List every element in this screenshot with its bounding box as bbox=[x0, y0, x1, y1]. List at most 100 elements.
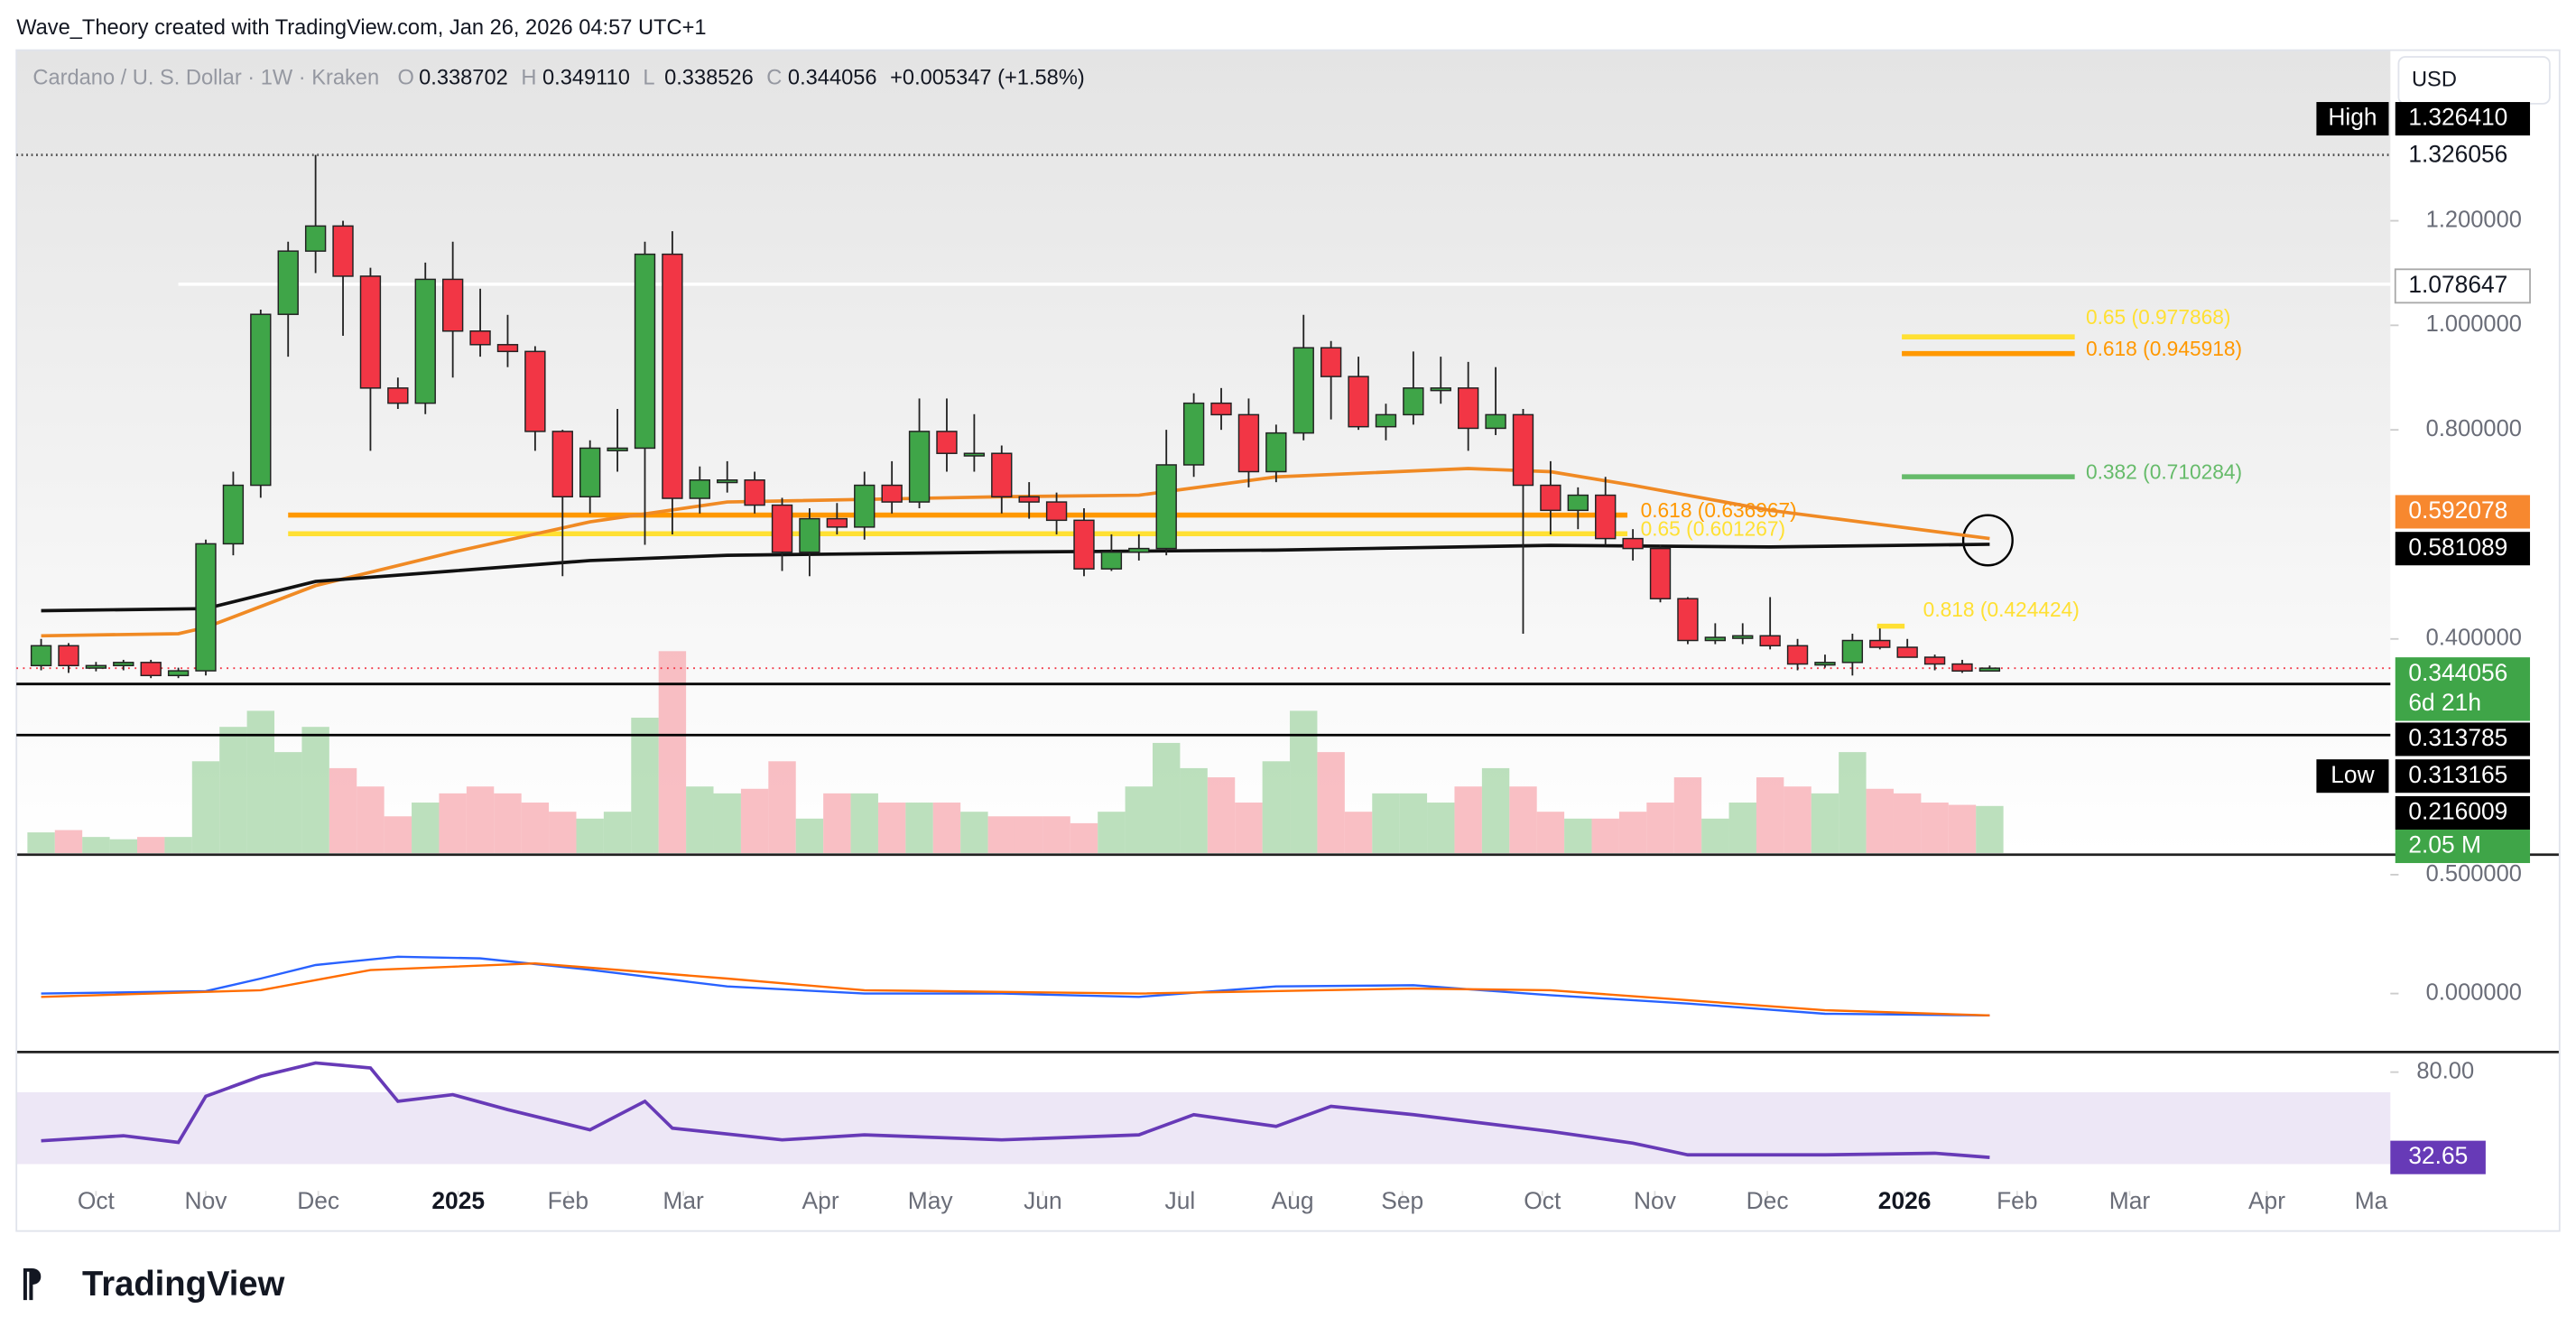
volume-bar bbox=[1344, 812, 1373, 853]
volume-bar bbox=[1536, 812, 1565, 853]
credit: Wave_Theory created with TradingView.com… bbox=[16, 15, 706, 40]
x-tick-label: Jul bbox=[1165, 1187, 1196, 1214]
volume-bar bbox=[521, 803, 550, 853]
logo-mark: ⁋ bbox=[20, 1262, 42, 1304]
candle-body bbox=[496, 344, 519, 353]
currency[interactable]: USD bbox=[2412, 67, 2457, 91]
price-badge-value: 1.326056 bbox=[2408, 140, 2507, 167]
price-badge bbox=[2395, 102, 2531, 136]
candle-body bbox=[881, 484, 903, 503]
price-badge-tag-label: Low bbox=[2330, 761, 2375, 788]
candle-body bbox=[1128, 547, 1150, 553]
volume-bar bbox=[1235, 803, 1263, 853]
volume-bar bbox=[1098, 812, 1126, 853]
logo: TradingView bbox=[82, 1265, 285, 1304]
candle-body bbox=[1403, 387, 1424, 416]
volume-bar bbox=[54, 830, 83, 853]
price-badge-value: 0.581089 bbox=[2408, 534, 2507, 561]
volume-bar bbox=[549, 812, 577, 853]
volume-bar bbox=[1015, 816, 1043, 853]
ohlc-key: O bbox=[397, 65, 413, 89]
fib-label: 0.382 (0.710284) bbox=[2086, 459, 2242, 483]
price-badge-value: 0.592078 bbox=[2408, 497, 2507, 524]
volume-bar bbox=[1180, 767, 1208, 853]
candle-body bbox=[579, 447, 601, 498]
x-tick-label: Dec bbox=[1747, 1187, 1789, 1214]
volume-bar bbox=[1728, 803, 1756, 853]
volume-bar bbox=[466, 786, 495, 853]
price-badge-value: 2.05 M bbox=[2408, 831, 2481, 858]
x-tick-label: Dec bbox=[297, 1187, 339, 1214]
x-tick-label: Oct bbox=[78, 1187, 116, 1214]
candle-body bbox=[1923, 656, 1946, 665]
candle-body bbox=[771, 504, 793, 553]
candle-body bbox=[551, 431, 573, 498]
candle-body bbox=[113, 662, 134, 667]
volume-bar bbox=[1866, 788, 1894, 853]
candle-body bbox=[1841, 639, 1864, 664]
candle-body bbox=[1677, 598, 1699, 642]
ohlc-value: 0.349110 bbox=[542, 65, 630, 89]
candle-body bbox=[1485, 413, 1506, 430]
x-tick-label: Mar bbox=[663, 1187, 704, 1214]
volume-bar bbox=[1454, 786, 1482, 853]
candle-body bbox=[1100, 551, 1123, 570]
candle-body bbox=[744, 479, 765, 506]
candle-body bbox=[1951, 663, 1973, 672]
y-tick-label: 0.400000 bbox=[2426, 625, 2522, 650]
volume-bar bbox=[164, 837, 192, 853]
volume-bar bbox=[1153, 742, 1181, 853]
candle-body bbox=[799, 517, 820, 553]
ohlc-key: L bbox=[643, 65, 654, 89]
candle-body bbox=[1430, 387, 1451, 392]
volume-bar bbox=[768, 761, 796, 853]
volume-bar bbox=[1070, 822, 1098, 853]
macd-tick-label: 0.000000 bbox=[2426, 979, 2522, 1005]
volume-bar bbox=[932, 803, 961, 853]
candle-body bbox=[1237, 413, 1260, 473]
symbol: Cardano / U. S. Dollar · 1W · Kraken bbox=[32, 65, 379, 89]
change: +0.005347 (+1.58%) bbox=[890, 65, 1085, 89]
candle-body bbox=[1155, 464, 1177, 550]
candle-body bbox=[1704, 636, 1727, 642]
volume-bar bbox=[82, 837, 110, 853]
volume-bar bbox=[1317, 752, 1345, 853]
ohlc-key: H bbox=[521, 65, 536, 89]
candle-body bbox=[1265, 432, 1287, 473]
rsi-line bbox=[41, 1061, 1990, 1160]
volume-bar bbox=[301, 727, 329, 853]
candle-body bbox=[717, 479, 738, 484]
rsi-badge-label: 32.65 bbox=[2408, 1142, 2468, 1169]
candle-body bbox=[634, 253, 656, 450]
price-badge-tag-label: High bbox=[2328, 103, 2377, 130]
candle-body bbox=[304, 225, 327, 252]
volume-bar bbox=[658, 651, 687, 853]
price-badge-tag bbox=[2316, 102, 2389, 136]
volume-bar bbox=[686, 786, 714, 853]
volume-bar bbox=[1207, 777, 1236, 853]
volume-bar bbox=[713, 793, 741, 853]
ohlc-value: 0.344056 bbox=[788, 65, 877, 89]
volume-bar bbox=[1372, 793, 1400, 853]
price-badge bbox=[2395, 829, 2531, 864]
volume-bar bbox=[1921, 803, 1949, 853]
volume-bar bbox=[1564, 818, 1592, 853]
volume-bar bbox=[274, 752, 302, 853]
candle-body bbox=[1458, 387, 1479, 430]
circle-marker bbox=[1961, 514, 2014, 567]
volume-bar bbox=[1811, 793, 1839, 853]
volume-bar bbox=[412, 803, 440, 853]
candle-body bbox=[1786, 645, 1809, 665]
candle-body bbox=[1649, 547, 1672, 599]
ohlc-value: 0.338702 bbox=[419, 65, 508, 89]
macd-line bbox=[41, 961, 1990, 1017]
candle-body bbox=[908, 431, 931, 503]
ohlc-value: 0.338526 bbox=[664, 65, 754, 89]
candle-body bbox=[250, 313, 272, 487]
x-tick-label: Nov bbox=[185, 1187, 228, 1214]
volume-bar bbox=[109, 839, 137, 853]
volume-bar bbox=[1784, 786, 1812, 853]
volume-bar bbox=[329, 767, 357, 853]
x-tick-label: Feb bbox=[548, 1187, 588, 1214]
